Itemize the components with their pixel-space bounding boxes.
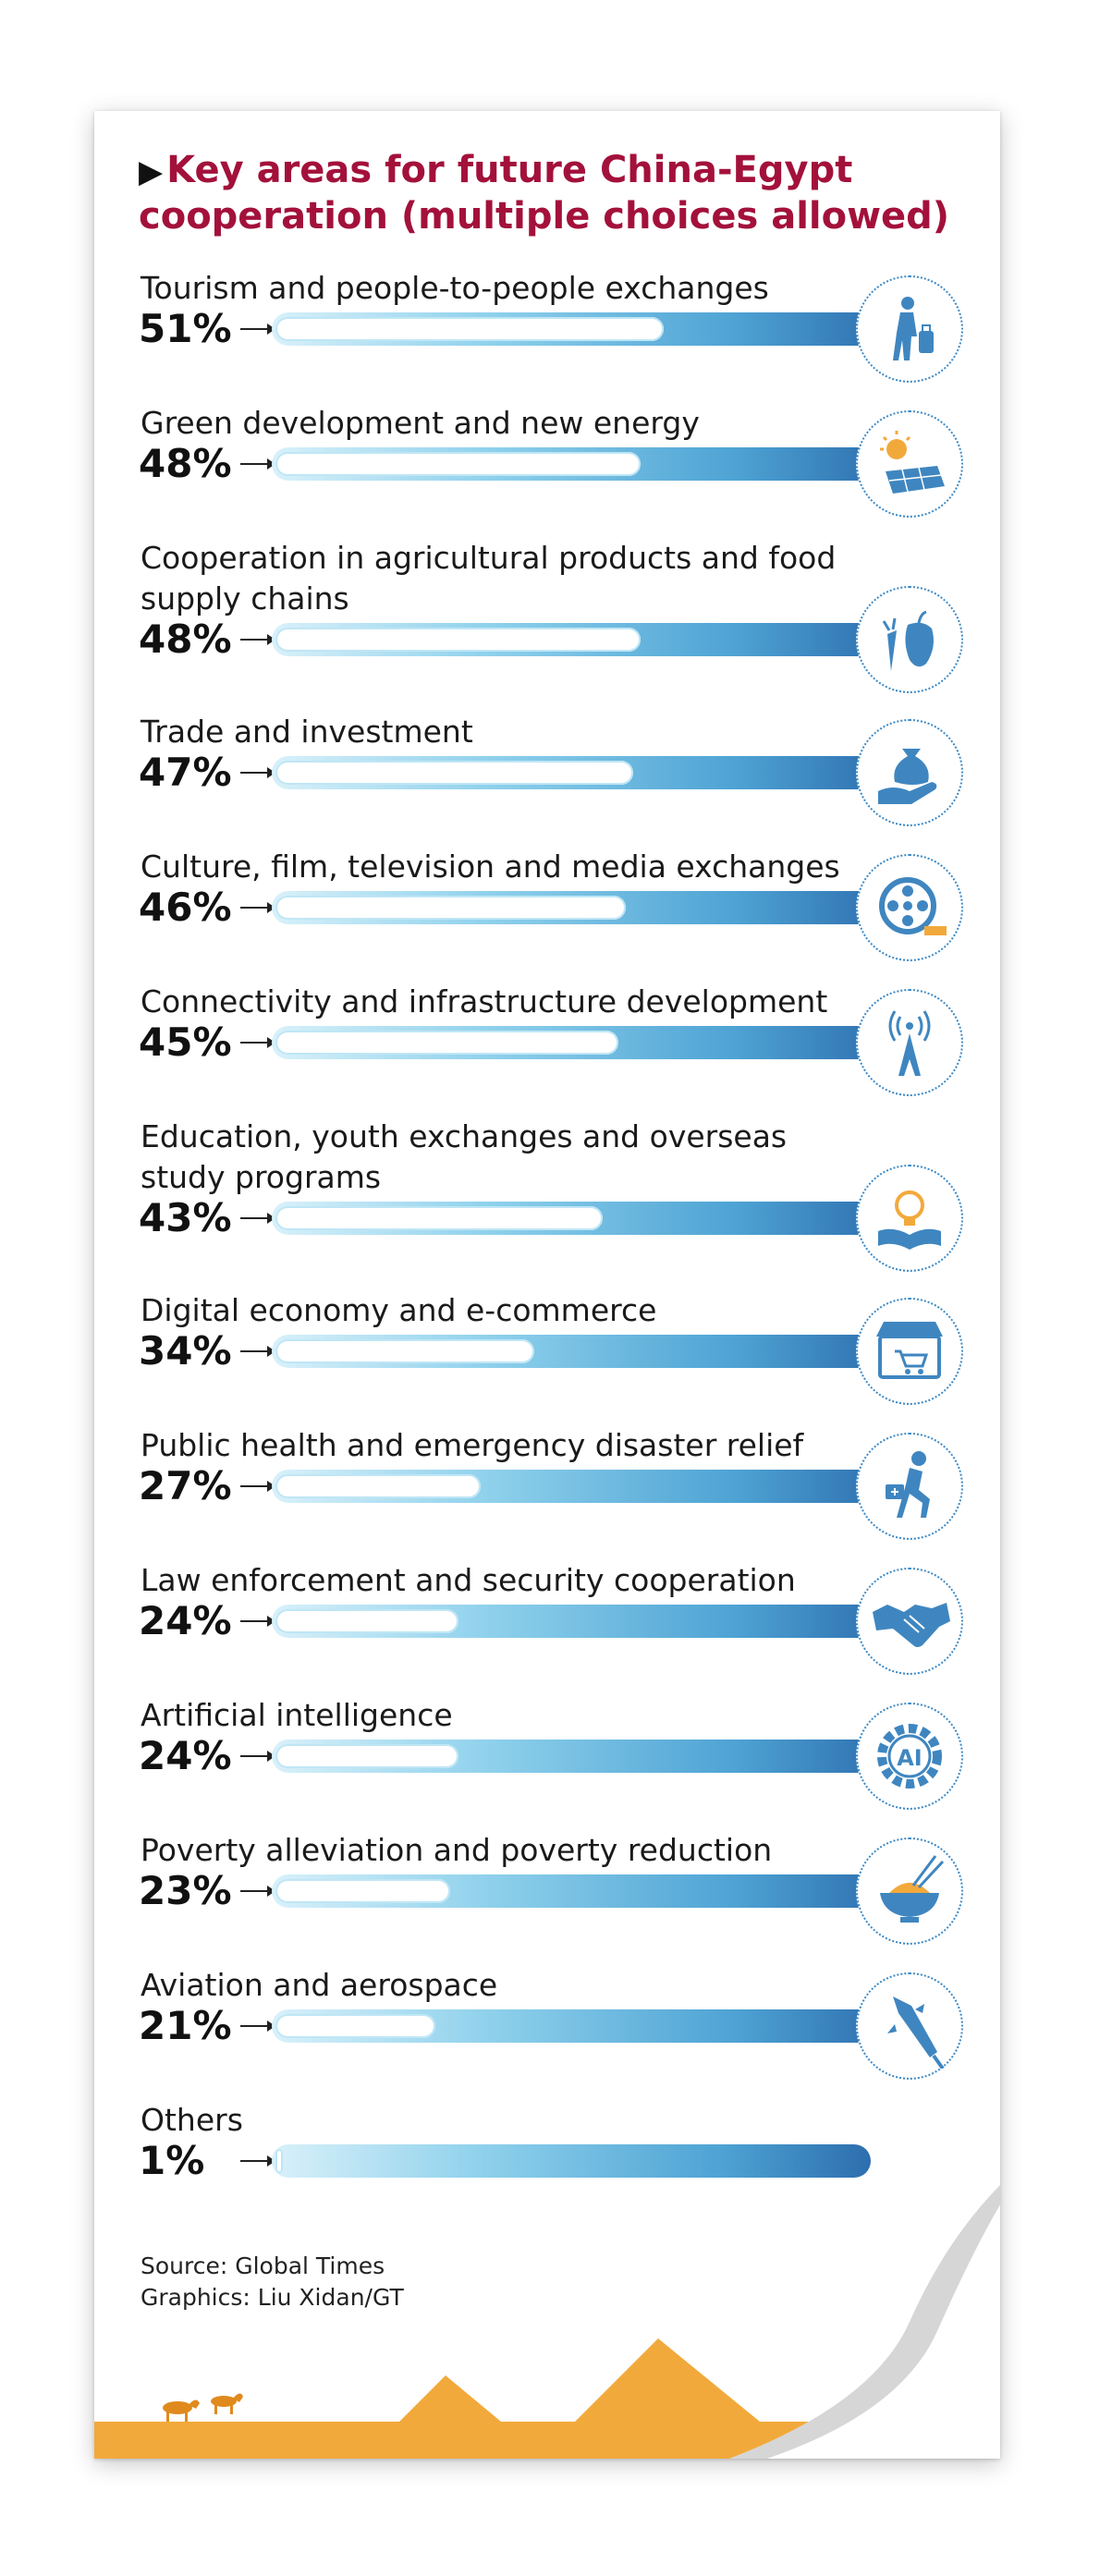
value-label: 46% [139, 885, 232, 930]
film-reel-icon [856, 854, 963, 961]
category-label: Law enforcement and security cooperation [141, 1562, 796, 1598]
value-label: 45% [139, 1019, 232, 1065]
category-label: Aviation and aerospace [141, 1967, 498, 2003]
pointer-arrow [240, 1037, 275, 1048]
pointer-arrow [240, 1616, 275, 1627]
pointer-arrow [240, 1213, 275, 1224]
pointer-arrow [240, 2021, 275, 2032]
bar [275, 2014, 435, 2038]
category-label: Digital economy and e-commerce [141, 1292, 657, 1328]
running-medic-icon [856, 1433, 963, 1540]
value-label: 1% [139, 2138, 205, 2183]
bar-row: Trade and investment 47% [94, 712, 1000, 847]
source-text: Source: Global Times [141, 2252, 385, 2279]
bar [275, 1744, 458, 1768]
pointer-arrow [240, 634, 275, 645]
bar [275, 1031, 618, 1055]
pointer-arrow [240, 1346, 275, 1357]
bar [275, 1339, 534, 1363]
bar [275, 1609, 458, 1633]
pointer-arrow [240, 767, 275, 778]
category-label: Cooperation in agricultural products and… [141, 540, 837, 617]
bar-row: Digital economy and e-commerce 34% [94, 1290, 1000, 1425]
value-label: 23% [139, 1868, 232, 1913]
bar-row: Connectivity and infrastructure developm… [94, 982, 1000, 1117]
bar-track [272, 2144, 871, 2178]
value-label: 43% [139, 1195, 232, 1240]
solar-panel-sun-icon [856, 410, 963, 518]
category-label: Education, youth exchanges and overseas … [141, 1118, 788, 1195]
value-label: 24% [139, 1598, 232, 1643]
value-label: 48% [139, 617, 232, 662]
carrot-pepper-icon [856, 586, 963, 693]
category-label: Artificial intelligence [141, 1697, 453, 1733]
value-label: 48% [139, 441, 232, 486]
bar-row: Cooperation in agricultural products and… [94, 538, 1000, 712]
bar-row: Public health and emergency disaster rel… [94, 1425, 1000, 1560]
handshake-icon [856, 1568, 963, 1675]
svg-text:AI: AI [897, 1745, 923, 1771]
category-label: Poverty alleviation and poverty reductio… [141, 1832, 773, 1868]
pointer-arrow [240, 902, 275, 913]
bar-row: Education, youth exchanges and overseas … [94, 1117, 1000, 1290]
value-label: 47% [139, 750, 232, 795]
category-label: Tourism and people-to-people exchanges [141, 270, 769, 306]
chart-title-text: Key areas for future China-Egypt coopera… [139, 149, 950, 238]
chart-title: ▶ Key areas for future China-Egypt cooper… [139, 148, 971, 238]
value-label: 21% [139, 2003, 232, 2048]
bar [275, 761, 634, 785]
title-triangle-icon: ▶ [139, 153, 164, 190]
ai-gear-icon: AI [856, 1703, 963, 1810]
desert-pyramids-decoration [94, 2338, 1000, 2459]
graphics-credit: Graphics: Liu Xidan/GT [141, 2284, 404, 2311]
value-label: 34% [139, 1328, 232, 1373]
category-label: Culture, film, television and media exch… [141, 848, 840, 885]
bar-row: Aviation and aerospace 21% [94, 1965, 1000, 2100]
pointer-arrow [240, 458, 275, 470]
category-label: Green development and new energy [141, 405, 700, 441]
traveler-with-luggage-icon [856, 275, 963, 383]
signal-tower-icon [856, 989, 963, 1096]
pointer-arrow [240, 1481, 275, 1492]
category-label: Connectivity and infrastructure developm… [141, 983, 828, 1019]
bar [275, 317, 664, 341]
bar-row: Others 1% [94, 2100, 1000, 2235]
category-label: Others [141, 2102, 243, 2138]
bar-row: Culture, film, television and media exch… [94, 847, 1000, 982]
rocket-icon [856, 1972, 963, 2080]
bar [275, 896, 626, 920]
online-shop-cart-icon [856, 1298, 963, 1405]
bar-row: Green development and new energy 48% [94, 403, 1000, 538]
category-label: Trade and investment [141, 714, 473, 750]
pointer-arrow [240, 1886, 275, 1897]
value-label: 27% [139, 1463, 232, 1508]
bar-row: Poverty alleviation and poverty reductio… [94, 1830, 1000, 1965]
bar [275, 452, 642, 476]
pointer-arrow [240, 1751, 275, 1762]
infographic-card: ▶ Key areas for future China-Egypt cooper… [94, 111, 1000, 2459]
bar [275, 628, 642, 652]
bar-row: Law enforcement and security cooperation… [94, 1560, 1000, 1695]
money-bag-hand-icon [856, 719, 963, 826]
bar [275, 1474, 482, 1498]
value-label: 24% [139, 1733, 232, 1778]
bar [275, 2149, 284, 2173]
value-label: 51% [139, 306, 232, 351]
bar-row: Artificial intelligence 24% AI [94, 1695, 1000, 1830]
pointer-arrow [240, 2155, 275, 2167]
lightbulb-book-icon [856, 1165, 963, 1272]
page-curl-decoration [729, 2185, 1000, 2459]
bar [275, 1879, 451, 1903]
rice-bowl-chopsticks-icon [856, 1837, 963, 1945]
bar [275, 1206, 604, 1230]
bar-row: Tourism and people-to-people exchanges 51… [94, 268, 1000, 403]
pointer-arrow [240, 324, 275, 335]
credits: Source: Global Times Graphics: Liu Xidan… [141, 2251, 404, 2314]
category-label: Public health and emergency disaster rel… [141, 1427, 804, 1463]
